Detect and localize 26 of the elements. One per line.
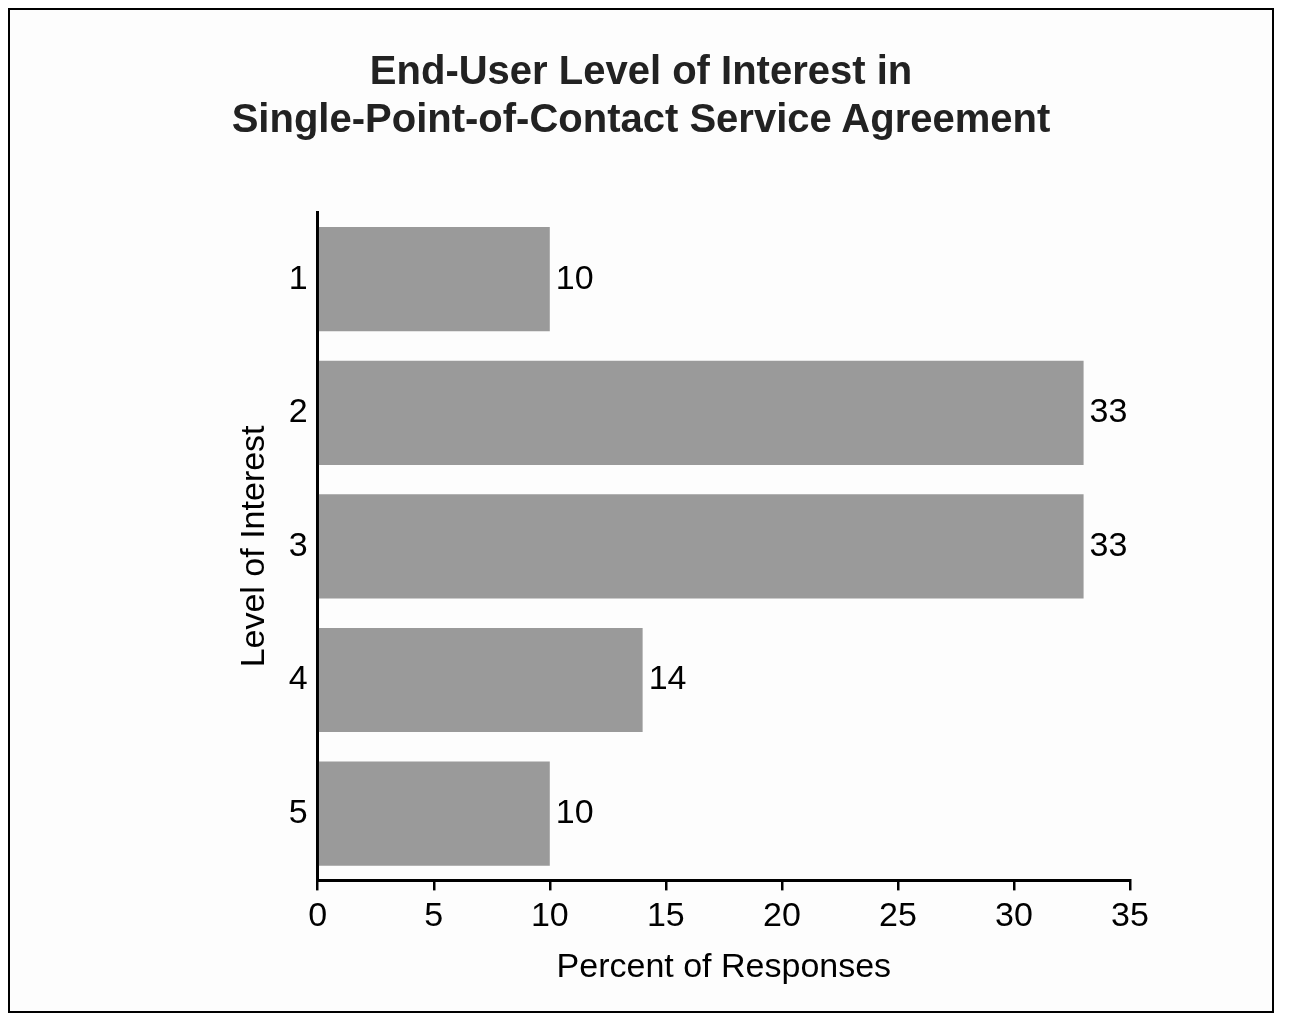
x-tick-label: 25 <box>879 895 917 934</box>
x-tick-label: 10 <box>530 895 569 934</box>
y-axis-title: Level of Interest <box>232 424 271 668</box>
data-label: 10 <box>555 791 594 830</box>
x-tick-label: 20 <box>762 895 801 934</box>
bar <box>318 494 1084 599</box>
data-label: 10 <box>555 257 594 296</box>
chart-title: End-User Level of Interest in Single-Point-of-Contact Service Agreement <box>230 47 1052 142</box>
x-axis-title: Percent of Responses <box>556 945 892 984</box>
bar <box>318 360 1084 465</box>
bar <box>318 227 550 332</box>
data-label: 14 <box>648 658 687 697</box>
y-tick-label: 1 <box>288 257 308 296</box>
bar <box>318 627 643 733</box>
y-tick-label: 4 <box>288 658 308 697</box>
x-tick-label: 35 <box>1111 895 1149 934</box>
y-tick-label: 5 <box>288 791 308 830</box>
y-tick-label: 3 <box>288 524 308 563</box>
data-label: 33 <box>1089 391 1128 430</box>
x-tick-label: 5 <box>424 895 444 934</box>
x-tick-label: 30 <box>995 895 1033 934</box>
y-tick-label: 2 <box>288 391 308 430</box>
x-tick-label: 15 <box>646 895 685 934</box>
bar <box>318 761 550 866</box>
x-tick-label: 0 <box>308 895 328 934</box>
data-label: 33 <box>1089 524 1128 563</box>
